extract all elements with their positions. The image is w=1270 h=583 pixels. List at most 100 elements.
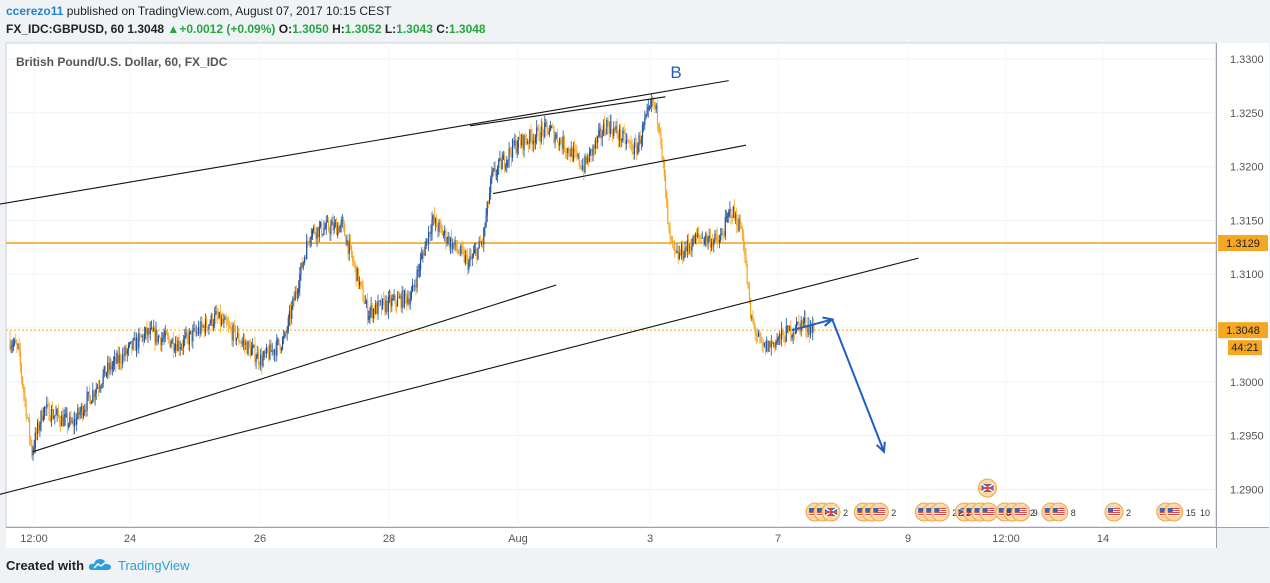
- candle-body: [640, 139, 642, 144]
- candle-body: [273, 349, 276, 355]
- time-tick-2: 26: [254, 533, 266, 545]
- candle-body: [641, 125, 644, 140]
- candle-body: [153, 327, 155, 332]
- candle-body: [608, 124, 610, 134]
- candle-body: [691, 245, 693, 252]
- us-flag-canton: [1108, 508, 1113, 512]
- candle-body: [226, 322, 228, 325]
- candle-body: [198, 327, 200, 334]
- candle-body: [137, 337, 139, 349]
- candle-body: [556, 134, 558, 143]
- candle-body: [353, 261, 355, 264]
- time-tick-9: 14: [1097, 533, 1109, 545]
- candle-body: [735, 214, 737, 219]
- candle-body: [103, 366, 105, 374]
- candle-body: [416, 270, 418, 288]
- candle-body: [621, 139, 623, 142]
- candle-body: [660, 132, 662, 145]
- candle-body: [199, 327, 201, 335]
- event-marker-5[interactable]: 8: [1041, 502, 1076, 522]
- candle-body: [40, 410, 42, 425]
- candle-body: [229, 325, 231, 328]
- economic-events[interactable]: 222298215228210: [805, 478, 1210, 522]
- candle-body: [86, 394, 88, 411]
- candle-body: [756, 335, 759, 337]
- candle-body: [383, 298, 385, 300]
- candle-body: [409, 298, 411, 305]
- candle-body: [692, 235, 694, 246]
- candle-body: [492, 169, 494, 173]
- event-count: 2: [1126, 508, 1131, 518]
- candle-body: [207, 327, 209, 330]
- chart-header: ccerezo11 published on TradingView.com, …: [0, 0, 1270, 42]
- candle-body: [311, 229, 314, 237]
- candles: [9, 93, 815, 461]
- candle-body: [68, 424, 70, 427]
- candle-body: [570, 147, 572, 157]
- price-axis[interactable]: [1217, 43, 1269, 527]
- candle-body: [185, 332, 187, 336]
- candle-body: [725, 217, 728, 218]
- candle-body: [284, 332, 286, 337]
- us-flag-canton: [1052, 508, 1058, 512]
- candle-body: [739, 218, 741, 229]
- candle-body: [476, 249, 478, 260]
- candle-body: [253, 344, 255, 347]
- candle-body: [131, 341, 133, 350]
- candle-body: [132, 339, 134, 350]
- candle-body: [687, 240, 690, 248]
- plot-area[interactable]: [5, 42, 1217, 528]
- candle-body: [645, 114, 647, 119]
- candle-body: [371, 305, 373, 318]
- candle-body: [568, 148, 570, 154]
- event-marker-1[interactable]: 2: [853, 502, 896, 522]
- candle-body: [133, 337, 135, 340]
- event-marker-6[interactable]: 2: [1104, 502, 1131, 522]
- candle-body: [287, 318, 289, 331]
- candle-body: [713, 239, 715, 246]
- event-marker-0[interactable]: 2: [805, 502, 848, 522]
- candle-body: [172, 338, 174, 351]
- event-marker-7[interactable]: 15: [1156, 502, 1196, 522]
- candle-body: [544, 122, 546, 137]
- candle-body: [813, 324, 815, 332]
- tradingview-brand-link[interactable]: TradingView: [118, 558, 190, 573]
- candle-body: [247, 341, 249, 355]
- time-axis[interactable]: [6, 528, 1216, 548]
- candle-body: [140, 335, 142, 338]
- candle-body: [753, 321, 755, 327]
- candle-body: [682, 244, 684, 259]
- candle-body: [150, 327, 153, 329]
- candle-body: [777, 337, 779, 341]
- candle-body: [396, 297, 399, 307]
- candle-body: [637, 145, 639, 155]
- candle-body: [630, 142, 632, 144]
- candle-body: [741, 229, 744, 237]
- candle-body: [117, 353, 119, 363]
- us-flag-stripe: [1167, 512, 1180, 513]
- candle-body: [346, 240, 348, 245]
- event-marker-4[interactable]: 9: [995, 502, 1038, 522]
- candle-body: [313, 227, 315, 230]
- candle-body: [761, 342, 763, 345]
- candle-body: [706, 234, 708, 243]
- candle-body: [418, 269, 420, 271]
- candle-body: [582, 165, 584, 170]
- candle-body: [664, 176, 667, 190]
- author-link[interactable]: ccerezo11: [6, 4, 64, 18]
- candle-body: [591, 149, 593, 156]
- candle-body: [80, 406, 82, 412]
- candle-body: [206, 318, 208, 328]
- candle-body: [58, 415, 61, 423]
- event-marker-2[interactable]: 2: [914, 502, 957, 522]
- us-flag-stripe: [982, 512, 995, 513]
- candle-body: [215, 310, 217, 314]
- time-tick-7: 9: [905, 533, 911, 545]
- candle-body: [401, 290, 403, 308]
- candle-body: [424, 245, 426, 256]
- candle-body: [319, 221, 322, 227]
- candle-body: [169, 339, 171, 348]
- us-flag-icon: [1049, 502, 1069, 522]
- candle-body: [354, 263, 356, 265]
